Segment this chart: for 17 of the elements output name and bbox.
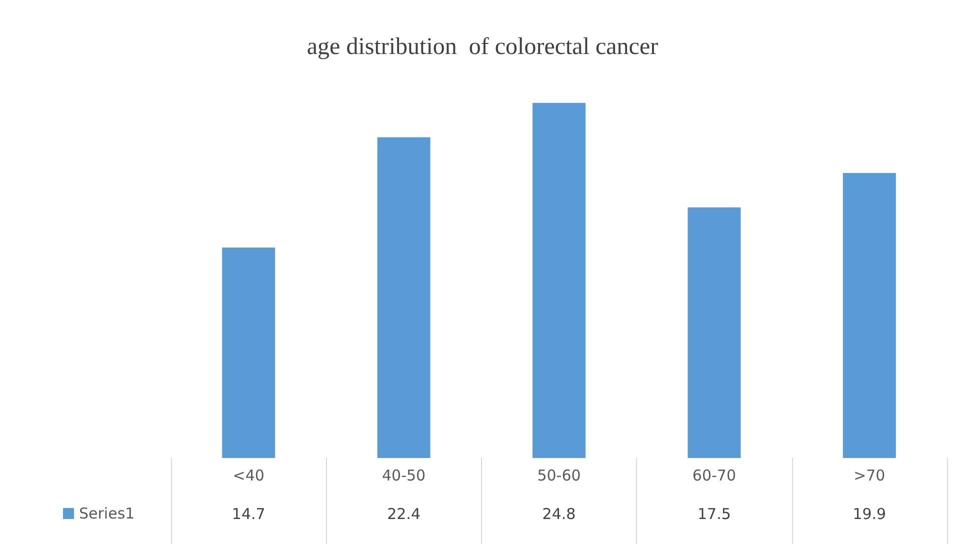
legend-label: Series1 <box>79 504 135 522</box>
data-label: 19.9 <box>852 505 886 523</box>
bar <box>688 207 741 458</box>
x-tick-label: <40 <box>232 466 264 484</box>
data-label: 22.4 <box>387 505 421 523</box>
bar <box>532 102 586 458</box>
data-label: 24.8 <box>542 505 576 523</box>
bar <box>377 137 430 458</box>
bar <box>842 173 896 458</box>
x-tick-label: 50-60 <box>537 466 581 484</box>
data-label: 14.7 <box>232 505 266 523</box>
x-tick-label: 40-50 <box>382 466 426 484</box>
data-label: 17.5 <box>697 505 731 523</box>
chart-title: age distribution of colorectal cancer <box>306 34 658 60</box>
x-tick-label: >70 <box>854 466 886 484</box>
x-tick-label: 60-70 <box>692 466 736 484</box>
bar <box>222 247 276 458</box>
